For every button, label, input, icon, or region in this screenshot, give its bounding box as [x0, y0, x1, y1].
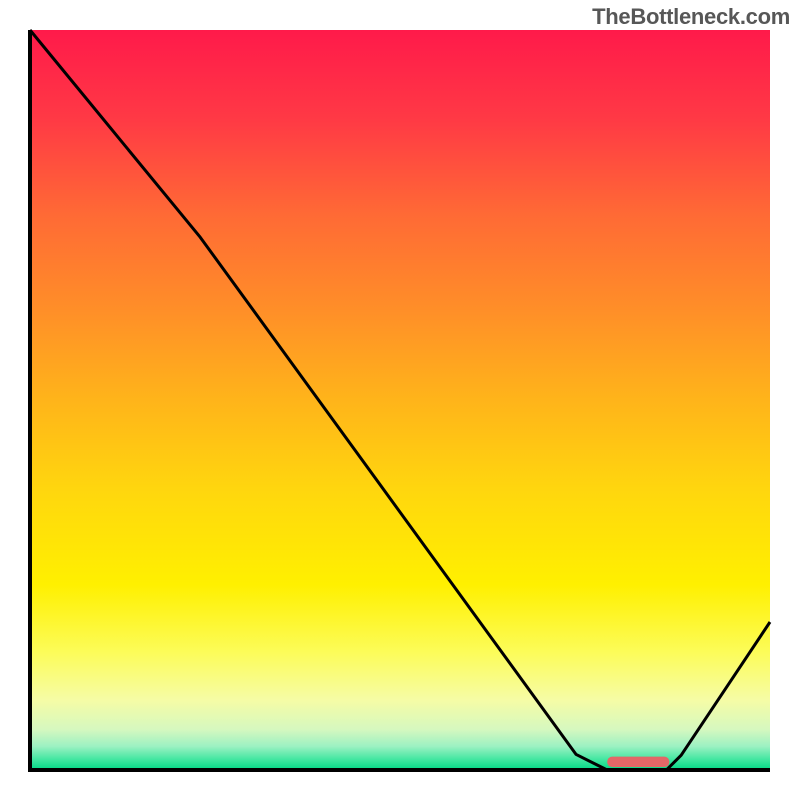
bottleneck-chart — [0, 0, 800, 800]
plot-background — [30, 30, 770, 770]
chart-container: TheBottleneck.com — [0, 0, 800, 800]
optimal-range-marker — [607, 757, 669, 767]
watermark-text: TheBottleneck.com — [592, 4, 790, 30]
